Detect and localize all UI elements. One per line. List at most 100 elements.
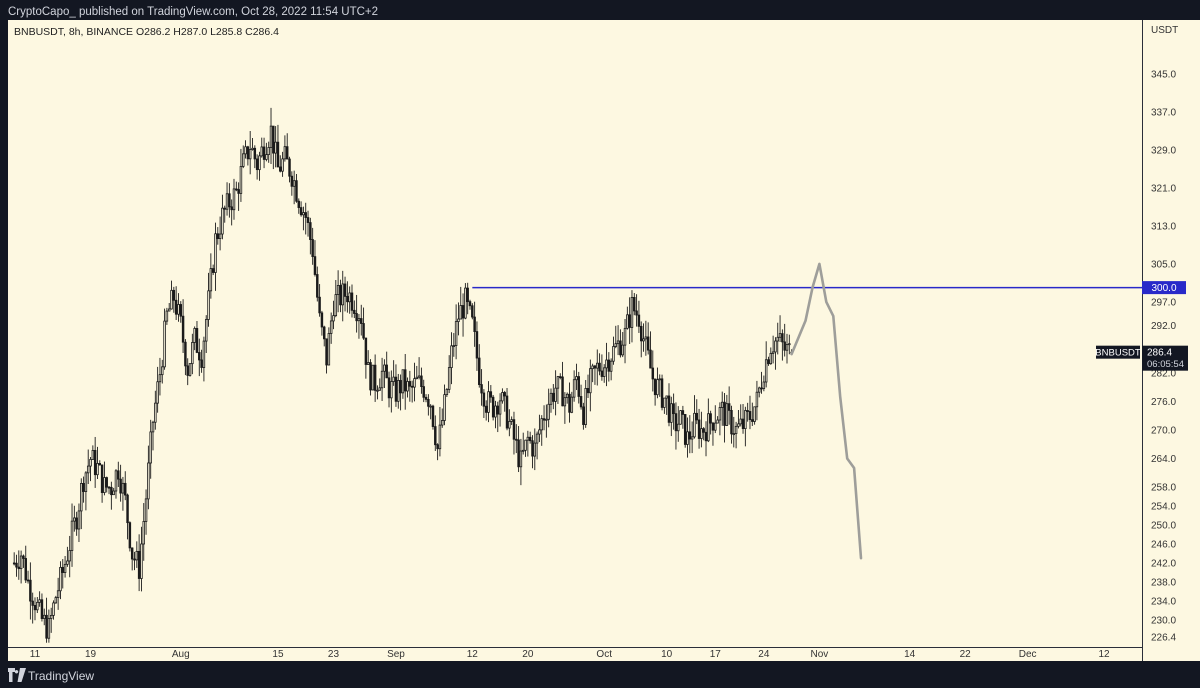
candle-body <box>124 482 127 496</box>
candle-body <box>161 366 164 376</box>
level-price-tag <box>1142 281 1186 295</box>
candle-body <box>649 349 652 369</box>
candle-body <box>339 285 342 306</box>
candle-body <box>202 340 206 368</box>
candle-body <box>686 431 689 445</box>
candle-body <box>505 395 509 429</box>
candle-body <box>471 305 474 318</box>
candle-body <box>674 413 678 432</box>
candle-body <box>475 331 479 359</box>
candle-body <box>487 391 490 413</box>
candle-body <box>746 410 749 412</box>
y-tick-label: 250.0 <box>1151 520 1176 531</box>
candle-body <box>283 146 287 160</box>
candle-body <box>313 256 317 275</box>
candle-body <box>52 602 55 616</box>
candle-body <box>40 599 44 619</box>
candle-body <box>716 419 719 424</box>
candle-body <box>186 365 189 376</box>
y-tick-label: 345.0 <box>1151 70 1176 81</box>
candle-body <box>526 436 530 441</box>
candle-body <box>311 239 314 258</box>
candle-body <box>253 147 257 160</box>
candle-body <box>697 419 701 439</box>
candle-body <box>12 562 16 565</box>
y-tick-label: 242.0 <box>1151 558 1176 569</box>
candle-body <box>473 316 476 332</box>
candle-body <box>128 522 132 549</box>
candle-body <box>336 285 340 295</box>
candle-body <box>130 547 134 560</box>
candle-body <box>679 410 682 425</box>
candle-body <box>589 368 592 394</box>
candle-body <box>586 388 590 394</box>
candle-body <box>540 418 543 431</box>
candle-body <box>695 412 698 421</box>
y-tick-label: 258.0 <box>1151 482 1176 493</box>
symbol-tag-label: BNBUSDT <box>1095 348 1141 359</box>
candle-body <box>360 318 363 324</box>
candle-body <box>436 444 439 450</box>
candle-body <box>609 360 613 372</box>
candle-body <box>207 290 210 320</box>
candle-body <box>547 403 550 420</box>
candle-body <box>110 486 113 496</box>
candle-body <box>262 146 266 160</box>
candle-body <box>17 566 21 570</box>
candle-body <box>329 320 333 334</box>
candle-body <box>209 268 213 292</box>
candle-body <box>672 403 675 415</box>
candle-body <box>559 376 562 378</box>
projection-line <box>790 262 863 560</box>
candle-body <box>528 436 532 442</box>
candle-body <box>602 367 606 377</box>
candle-body <box>392 376 395 382</box>
candle-body <box>188 363 192 376</box>
candle-body <box>584 388 587 425</box>
candle-body <box>341 283 344 306</box>
candle-body <box>667 395 671 423</box>
candle-body <box>771 351 775 354</box>
candle-body <box>764 359 768 383</box>
candle-body <box>59 566 62 592</box>
candle-body <box>714 422 717 431</box>
candle-body <box>570 396 574 413</box>
x-tick-label: 10 <box>661 649 673 660</box>
candle-body <box>246 146 250 160</box>
candle-body <box>683 414 687 445</box>
candle-body <box>725 403 729 426</box>
candle-body <box>214 233 217 273</box>
candle-body <box>98 463 102 466</box>
y-tick-label: 313.0 <box>1151 221 1176 232</box>
candle-body <box>24 558 27 581</box>
candle-body <box>281 158 284 172</box>
candle-body <box>265 154 268 160</box>
candle-body <box>760 387 763 390</box>
candle-body <box>639 325 643 342</box>
candle-body <box>494 405 497 418</box>
candle-body <box>512 419 516 440</box>
candle-body <box>501 392 504 402</box>
candle-body <box>767 359 770 365</box>
chart-canvas: USDT 345.0 337.0 329.0 321.0 313.0 305.0 297.0 2… <box>8 20 1200 661</box>
candle-body <box>260 146 263 157</box>
candle-body <box>434 426 437 446</box>
candle-body <box>61 566 64 573</box>
candle-body <box>545 418 548 421</box>
candle-body <box>119 478 122 494</box>
x-tick-label: 22 <box>960 649 972 660</box>
footer-bar: TradingView <box>0 664 1200 688</box>
candle-body <box>235 188 238 191</box>
candle-body <box>68 550 71 562</box>
candle-body <box>230 206 233 211</box>
candle-body <box>179 304 183 317</box>
candle-body <box>447 367 451 390</box>
candle-body <box>693 412 696 438</box>
candle-body <box>454 321 458 346</box>
candle-body <box>325 338 328 366</box>
candle-body <box>223 207 226 210</box>
y-tick-label: 337.0 <box>1151 107 1176 118</box>
candle-body <box>406 381 409 392</box>
candle-body <box>193 328 196 343</box>
candle-body <box>755 391 759 408</box>
